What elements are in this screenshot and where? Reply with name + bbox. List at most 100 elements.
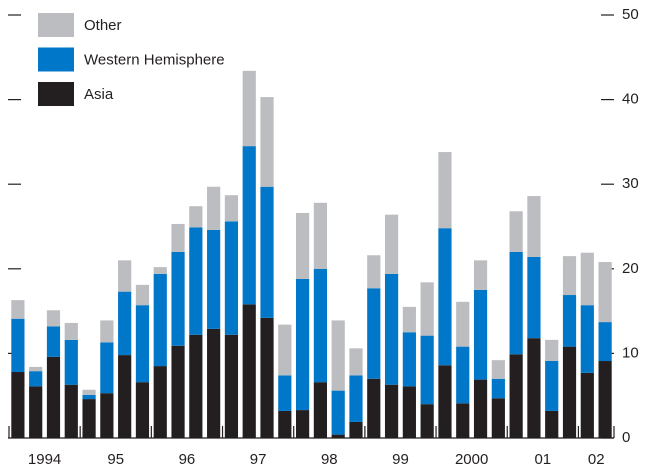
x-tick-label: 01 [534, 451, 551, 468]
bar-segment [313, 382, 327, 438]
bar-segment [384, 384, 399, 438]
bar-segment [260, 317, 274, 438]
bar-segment [545, 339, 559, 362]
bar-segment [420, 282, 434, 336]
x-tick-label: 1994 [28, 451, 61, 468]
bar-segment [82, 399, 96, 438]
bar-segment [242, 304, 256, 438]
bar-segment [64, 384, 78, 438]
bar-segment [189, 227, 203, 335]
bar-segment [331, 320, 345, 391]
bar-segment [580, 305, 594, 373]
bar-segment [260, 186, 274, 318]
legend-swatch [38, 82, 74, 106]
bar-segment [491, 398, 505, 438]
bar-segment [207, 328, 221, 438]
bar-segment [473, 289, 488, 380]
bar-segment [82, 389, 96, 395]
bar-segment [313, 268, 327, 383]
bar-segment [580, 372, 594, 438]
bar-segment [367, 378, 381, 438]
bar-segment [313, 202, 327, 269]
bar-segment [545, 410, 559, 438]
bar-segment [509, 354, 523, 438]
bar-segment [278, 375, 292, 411]
x-tick-label: 96 [179, 451, 196, 468]
bar-segment [82, 394, 96, 400]
y-tick-label: 50 [622, 6, 639, 23]
bar-segment [278, 410, 292, 438]
bar-segment [331, 390, 345, 435]
bar-segment [296, 410, 310, 438]
bar-segment [420, 335, 434, 405]
bar-segment [100, 393, 114, 438]
bar-segment [207, 229, 221, 329]
bar-segment [580, 252, 594, 306]
bar-segment [296, 212, 310, 279]
bar-segment [207, 186, 221, 230]
bar-segment [491, 378, 505, 399]
bar-segment [598, 262, 612, 323]
bar-segment [456, 403, 470, 438]
bar-segment [224, 195, 239, 222]
bar-segment [46, 356, 61, 438]
bar-segment [224, 334, 239, 438]
x-tick-label: 95 [107, 451, 124, 468]
x-tick-label: 2000 [455, 451, 488, 468]
bar-segment [367, 288, 381, 379]
y-tick-label: 30 [622, 175, 639, 192]
legend-swatch [38, 47, 74, 72]
bar-segment [135, 382, 150, 438]
bar-segment [527, 256, 541, 339]
bar-segment [46, 310, 61, 327]
bar-segment [438, 152, 452, 229]
bar-segment [135, 305, 150, 383]
bar-segment [118, 291, 132, 356]
bar-segment [598, 322, 612, 362]
bar-segment [11, 300, 25, 319]
bar-segment [118, 260, 132, 292]
bar-segment [135, 284, 150, 306]
bar-segment [171, 345, 185, 438]
bar-segment [402, 332, 416, 387]
bar-segment [384, 273, 399, 385]
bar-segment [171, 251, 185, 346]
bar-segment [509, 211, 523, 252]
bar-segment [118, 355, 132, 438]
bar-segment [491, 360, 505, 379]
bar-segment [64, 322, 78, 340]
bar-segment [509, 251, 523, 355]
bar-segment [456, 346, 470, 404]
bar-segment [438, 365, 452, 438]
bar-segment [562, 256, 577, 296]
bar-segment [438, 228, 452, 366]
bar-segment [527, 338, 541, 438]
bar-segment [473, 260, 488, 290]
y-tick-label: 0 [622, 429, 630, 446]
bar-segment [29, 366, 43, 372]
bar-segment [171, 223, 185, 252]
bar-segment [189, 334, 203, 438]
y-tick-label: 20 [622, 260, 639, 277]
x-tick-label: 99 [392, 451, 409, 468]
x-tick-label: 02 [588, 451, 605, 468]
bar-segment [331, 434, 345, 438]
bar-segment [402, 306, 416, 333]
bar-segment [153, 366, 167, 438]
bar-segment [349, 421, 363, 438]
y-tick-label: 40 [622, 91, 639, 108]
bar-segment [473, 379, 488, 438]
bar-segment [29, 371, 43, 387]
bar-segment [296, 278, 310, 411]
bar-segment [278, 324, 292, 376]
bar-segment [562, 346, 577, 438]
bar-segment [11, 318, 25, 373]
x-tick-label: 98 [321, 451, 338, 468]
bar-segment [349, 375, 363, 422]
legend-label: Asia [84, 86, 114, 103]
x-tick-label: 97 [250, 451, 267, 468]
bar-segment [11, 372, 25, 438]
bar-segment [367, 255, 381, 289]
bar-segment [260, 97, 274, 187]
